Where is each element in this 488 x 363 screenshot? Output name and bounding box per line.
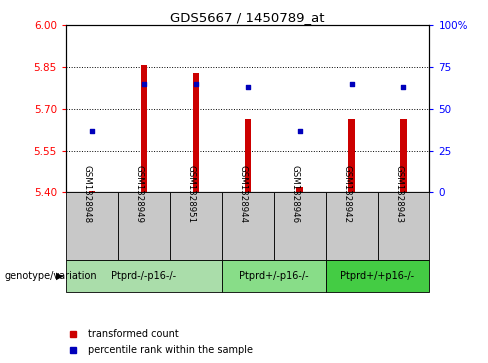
Bar [222, 192, 274, 260]
Point [192, 81, 200, 87]
Bar [297, 187, 303, 192]
Text: Ptprd+/-p16-/-: Ptprd+/-p16-/- [239, 271, 308, 281]
Text: GSM1328943: GSM1328943 [394, 165, 404, 224]
Bar [141, 65, 147, 192]
Bar [400, 119, 407, 192]
Text: GSM1328944: GSM1328944 [239, 165, 248, 224]
Text: GSM1328946: GSM1328946 [290, 165, 300, 224]
Bar [193, 73, 199, 192]
Bar [378, 192, 429, 260]
Text: percentile rank within the sample: percentile rank within the sample [88, 345, 253, 355]
Text: GSM1328951: GSM1328951 [187, 165, 196, 224]
Point [88, 128, 96, 134]
Bar [274, 192, 325, 260]
Point [400, 84, 407, 90]
Bar [325, 192, 378, 260]
Bar [89, 191, 95, 192]
Text: transformed count: transformed count [88, 329, 179, 339]
Point [244, 84, 252, 90]
Bar [348, 119, 355, 192]
Text: GSM1328948: GSM1328948 [83, 165, 92, 224]
Title: GDS5667 / 1450789_at: GDS5667 / 1450789_at [170, 11, 325, 24]
Text: Ptprd-/-p16-/-: Ptprd-/-p16-/- [111, 271, 176, 281]
Bar [325, 260, 429, 292]
Bar [222, 260, 325, 292]
Point [296, 128, 304, 134]
Bar [244, 119, 251, 192]
Text: Ptprd+/+p16-/-: Ptprd+/+p16-/- [341, 271, 415, 281]
Bar [66, 260, 222, 292]
Bar [170, 192, 222, 260]
Text: GSM1328942: GSM1328942 [343, 165, 351, 224]
Point [347, 81, 355, 87]
Bar [66, 192, 118, 260]
Text: genotype/variation: genotype/variation [5, 271, 98, 281]
Text: ▶: ▶ [56, 271, 63, 281]
Bar [118, 192, 170, 260]
Point [140, 81, 148, 87]
Text: GSM1328949: GSM1328949 [135, 166, 144, 223]
